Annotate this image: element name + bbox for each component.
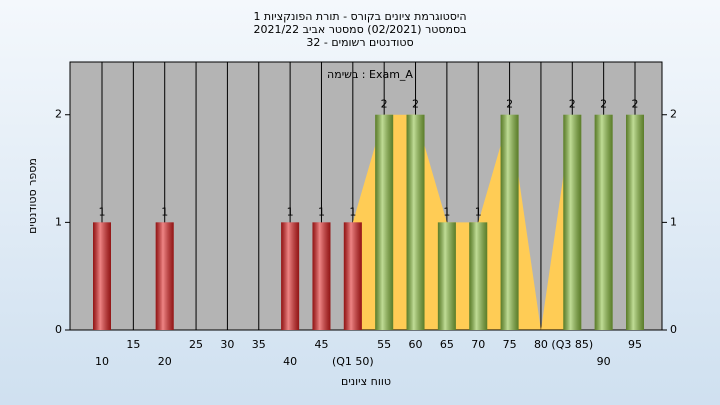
y-tick-label: 2: [55, 108, 62, 121]
bar-shade: [155, 222, 174, 330]
x-tick-label: (Q3 85): [551, 338, 593, 351]
value-label: 1: [475, 205, 482, 218]
x-tick-label: 55: [377, 338, 391, 351]
x-tick-label: 35: [252, 338, 266, 351]
bar-shade: [312, 222, 331, 330]
bar-shade: [500, 114, 519, 330]
value-label: 2: [506, 98, 513, 111]
x-tick-label: 20: [158, 355, 172, 368]
bar-shade: [626, 114, 644, 330]
value-label: 1: [287, 205, 294, 218]
x-tick-label: 90: [597, 355, 611, 368]
x-axis-label: טווח ציונים: [341, 375, 391, 388]
y2-tick-label: 2: [670, 108, 677, 121]
chart-note: סטודנטים רשומים - 32: [306, 36, 413, 49]
value-label: 2: [569, 98, 576, 111]
x-tick-label: 80: [534, 338, 548, 351]
plot-frame: [69, 61, 663, 331]
bar-shade: [343, 222, 362, 330]
x-tick-label: 60: [409, 338, 423, 351]
y2-tick-label: 1: [670, 215, 677, 228]
y-axis-label: מספר סטודנטים: [26, 158, 39, 234]
bar-shade: [281, 222, 300, 330]
bar-shade: [594, 114, 613, 330]
value-label: 2: [381, 98, 388, 111]
x-tick-label: 70: [471, 338, 485, 351]
bar-shade: [375, 114, 394, 330]
x-tick-label: 30: [220, 338, 234, 351]
y2-tick-label: 0: [670, 323, 677, 336]
bar-shade: [469, 222, 488, 330]
bar-shade: [563, 114, 582, 330]
x-tick-label: 40: [283, 355, 297, 368]
x-tick-label: 10: [95, 355, 109, 368]
x-tick-label: 15: [126, 338, 140, 351]
legend-label: בשימה : Exam_A: [327, 68, 413, 81]
x-tick-label: 45: [314, 338, 328, 351]
x-tick-label: 75: [503, 338, 517, 351]
value-label: 1: [161, 205, 168, 218]
y-tick-label: 0: [55, 323, 62, 336]
x-tick-label: (Q1 50): [332, 355, 374, 368]
value-label: 2: [412, 98, 419, 111]
value-label: 1: [318, 205, 325, 218]
value-label: 1: [349, 205, 356, 218]
value-label: 1: [443, 205, 450, 218]
x-tick-label: 95: [628, 338, 642, 351]
bar-shade: [406, 114, 425, 330]
y-tick-label: 1: [55, 215, 62, 228]
bar-shade: [93, 222, 111, 330]
chart-subtitle: בסמסטר (02/2021) סמסטר אביב 2021/22: [253, 23, 466, 36]
value-label: 2: [600, 98, 607, 111]
x-tick-label: 65: [440, 338, 454, 351]
value-label: 2: [632, 98, 639, 111]
x-tick-label: 25: [189, 338, 203, 351]
chart-title: היסטוגרמת ציונים בקורס - תורת הפונקציות …: [253, 10, 466, 23]
value-label: 1: [99, 205, 106, 218]
bar-shade: [437, 222, 456, 330]
